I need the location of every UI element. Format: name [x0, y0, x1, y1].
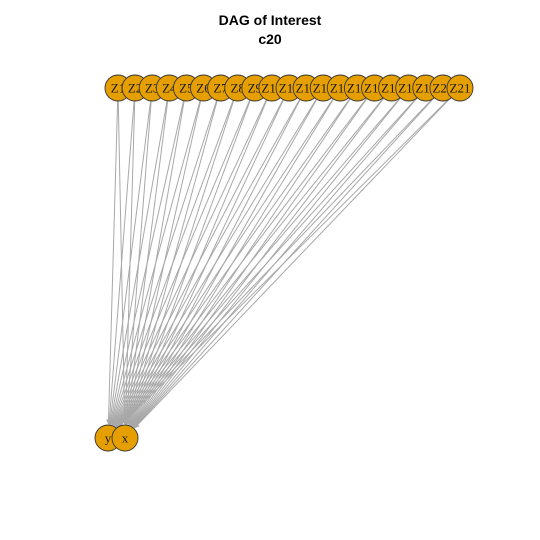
edge-z10-y: [113, 99, 267, 426]
node-circle: [111, 424, 139, 452]
edge-z7-y: [111, 100, 218, 426]
node-label: Z3: [145, 81, 159, 96]
node-label: Z21: [450, 81, 471, 96]
edge-z11-y: [113, 99, 284, 427]
edge-z2-y: [106, 100, 135, 425]
edge-z5-y: [109, 100, 185, 425]
edge-z6-y: [110, 100, 201, 425]
edge-z19-y: [117, 97, 418, 429]
node-label: Z2: [128, 81, 142, 96]
edge-z21-y: [117, 96, 452, 429]
node-label: Z7: [213, 81, 228, 96]
edge-z18-y: [116, 97, 401, 428]
node-label: Z4: [162, 81, 177, 96]
edge-z15-y: [115, 98, 351, 428]
node-label: x: [122, 431, 129, 446]
diagram-title: DAG of Interest: [218, 12, 322, 28]
node-label: y: [105, 431, 112, 446]
edge-z13-y: [114, 98, 317, 427]
edge-z4-y: [108, 100, 168, 425]
edge-z20-y: [117, 97, 435, 429]
node-z21: Z21: [446, 74, 474, 102]
nodes: Z1 Z2 Z3 Z4 Z5 Z6 Z7 Z8 Z9 Z10Z11Z12Z13Z14Z15Z16Z…: [94, 74, 474, 452]
edges: [106, 96, 452, 429]
edge-z12-y: [114, 99, 301, 427]
edge-z17-y: [116, 97, 384, 428]
node-label: Z9: [248, 81, 262, 96]
edge-z14-y: [115, 98, 334, 427]
edge-z21-x: [134, 97, 452, 429]
edge-z9-y: [112, 99, 251, 426]
edge-z1-y: [106, 100, 119, 425]
edge-z16-y: [116, 98, 368, 428]
node-circle: [446, 74, 474, 102]
edge-z3-y: [107, 100, 152, 425]
diagram-subtitle: c20: [258, 31, 282, 47]
node-label: Z6: [196, 81, 211, 96]
node-x: x: [111, 424, 139, 452]
edge-z8-y: [112, 100, 234, 426]
node-label: Z1: [111, 81, 125, 96]
node-label: Z5: [179, 81, 193, 96]
node-label: Z8: [230, 81, 244, 96]
